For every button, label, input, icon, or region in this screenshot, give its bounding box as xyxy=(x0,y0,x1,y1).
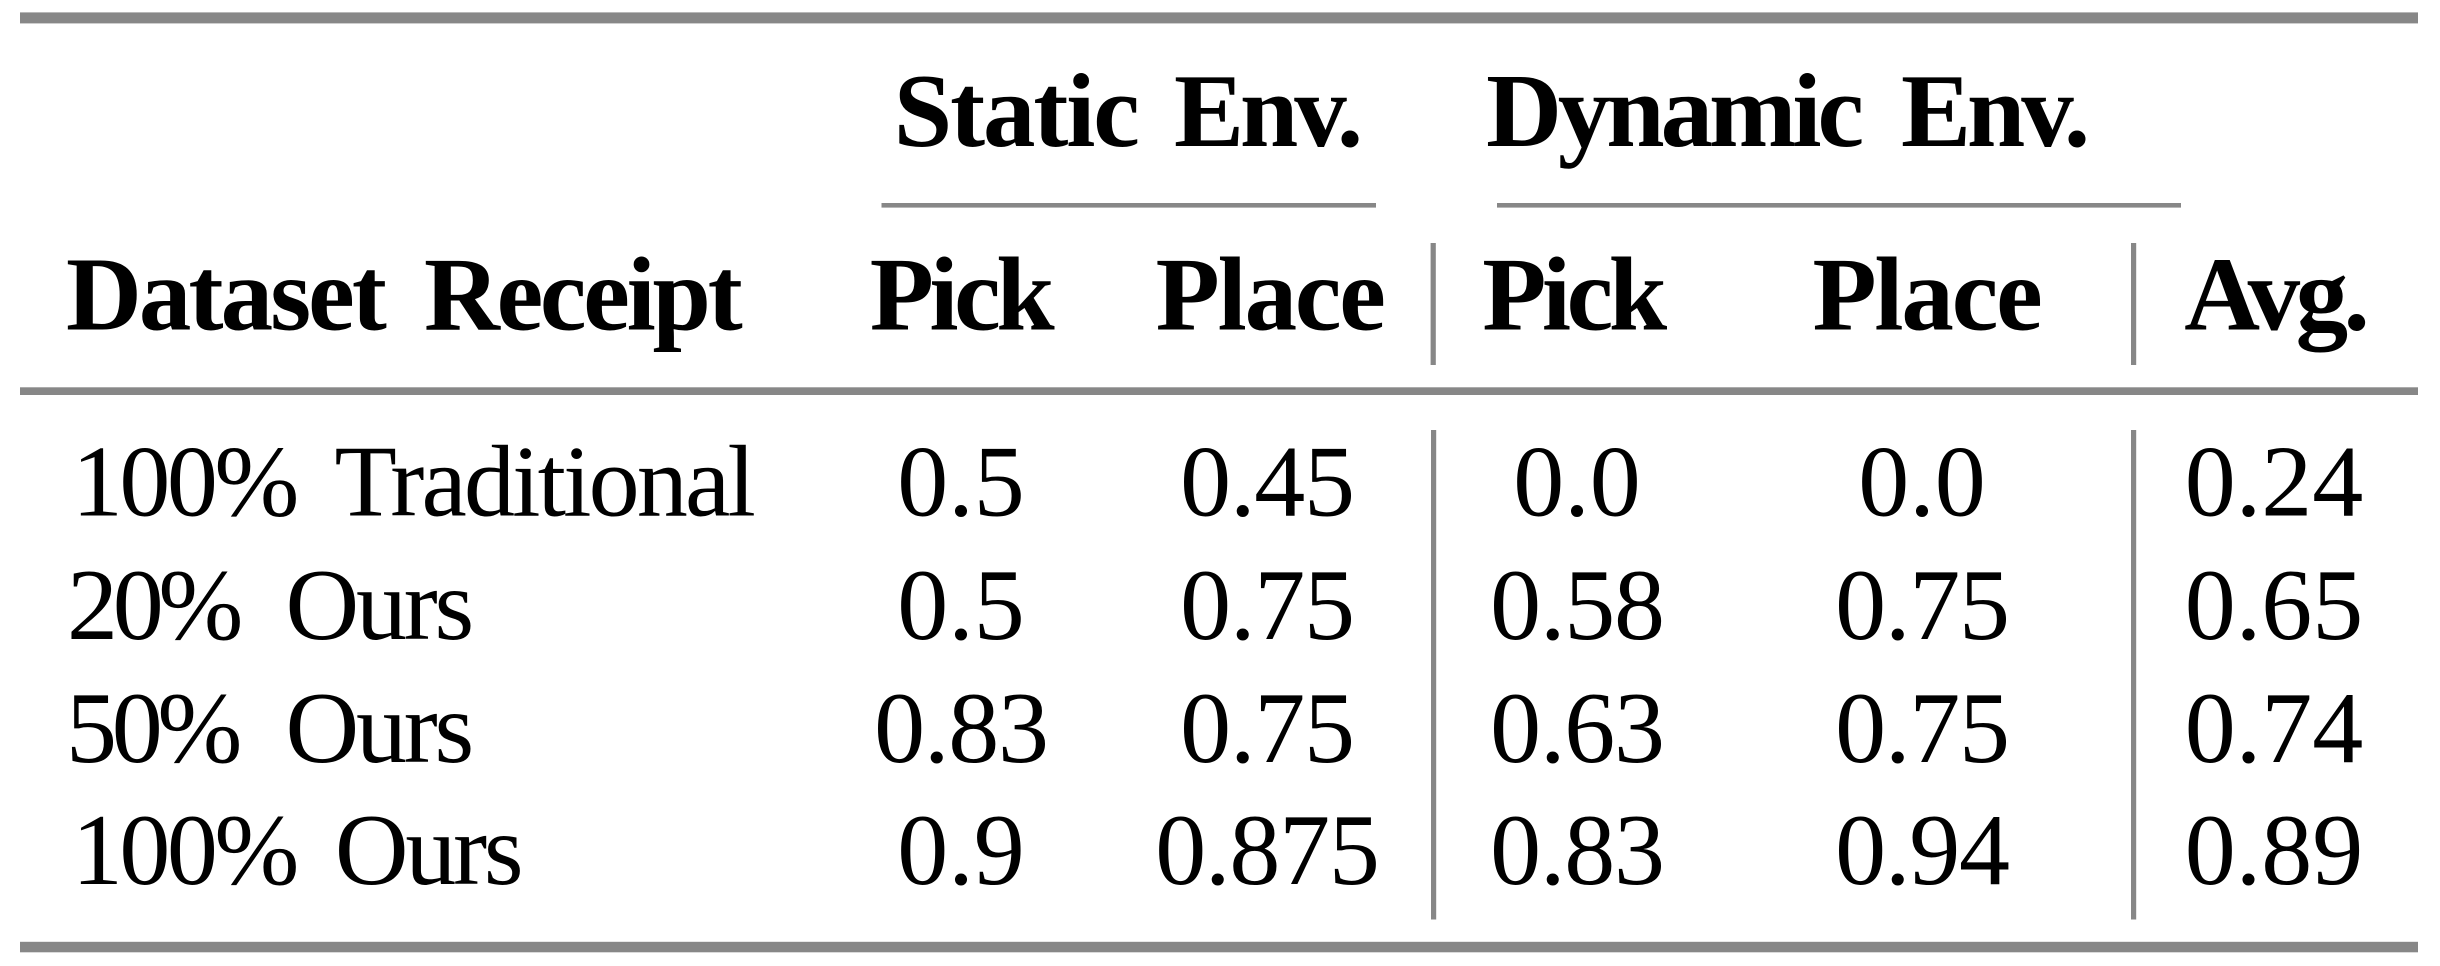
svg-text:Place: Place xyxy=(1812,236,2040,353)
svg-text:0.24: 0.24 xyxy=(2185,426,2364,539)
svg-text:0.75: 0.75 xyxy=(1180,549,1354,662)
svg-text:Ours: Ours xyxy=(286,549,472,662)
svg-text:20%: 20% xyxy=(67,549,240,662)
svg-text:0.83: 0.83 xyxy=(1490,794,1664,907)
svg-text:0.5: 0.5 xyxy=(897,549,1025,662)
svg-text:0.65: 0.65 xyxy=(2185,549,2364,662)
svg-text:0.75: 0.75 xyxy=(1835,549,2009,662)
svg-text:50%: 50% xyxy=(66,672,239,785)
svg-text:Pick: Pick xyxy=(1482,236,1668,353)
svg-text:0.89: 0.89 xyxy=(2185,794,2364,907)
svg-text:0.74: 0.74 xyxy=(2185,672,2364,785)
svg-text:Traditional: Traditional xyxy=(335,426,755,539)
svg-text:0.5: 0.5 xyxy=(897,426,1025,539)
svg-text:Static: Static xyxy=(894,52,1138,169)
svg-text:0.45: 0.45 xyxy=(1180,426,1354,539)
svg-text:Avg.: Avg. xyxy=(2184,236,2365,353)
svg-text:Pick: Pick xyxy=(870,236,1056,353)
svg-text:0.9: 0.9 xyxy=(897,794,1025,907)
svg-text:0.83: 0.83 xyxy=(874,672,1048,785)
svg-text:0.0: 0.0 xyxy=(1858,426,1986,539)
svg-text:0.875: 0.875 xyxy=(1155,794,1379,907)
svg-text:0.75: 0.75 xyxy=(1835,672,2009,785)
svg-text:0.0: 0.0 xyxy=(1513,426,1641,539)
svg-text:0.63: 0.63 xyxy=(1490,672,1664,785)
svg-text:0.75: 0.75 xyxy=(1180,672,1354,785)
svg-text:Ours: Ours xyxy=(335,794,521,907)
svg-text:Env.: Env. xyxy=(1174,52,1359,169)
svg-text:Receipt: Receipt xyxy=(424,236,743,353)
svg-text:Dynamic: Dynamic xyxy=(1486,52,1861,169)
svg-text:Dataset: Dataset xyxy=(66,236,387,353)
svg-text:Ours: Ours xyxy=(286,672,472,785)
svg-text:0.94: 0.94 xyxy=(1835,794,2009,907)
svg-text:Env.: Env. xyxy=(1901,52,2086,169)
svg-text:100%: 100% xyxy=(72,426,297,539)
svg-text:0.58: 0.58 xyxy=(1490,549,1664,662)
svg-text:Place: Place xyxy=(1156,236,1384,353)
svg-text:100%: 100% xyxy=(72,794,297,907)
